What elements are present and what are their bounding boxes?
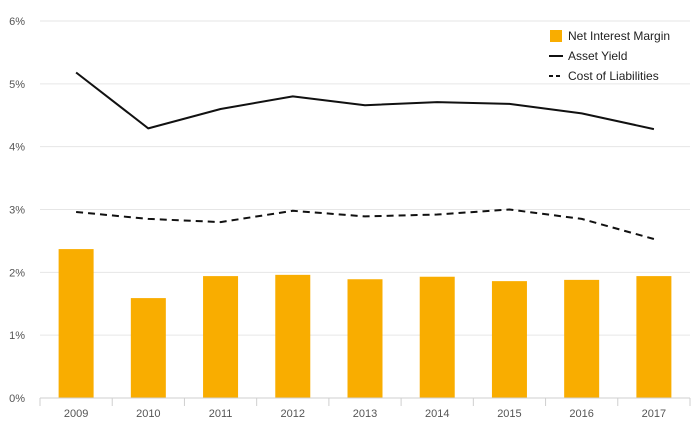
bar-series-net-interest-margin — [58, 249, 672, 398]
bar-2013 — [347, 279, 383, 398]
bar-2010 — [130, 298, 166, 398]
line-asset-yield — [75, 71, 655, 131]
y-tick-label: 6% — [9, 16, 25, 28]
x-tick-label: 2010 — [136, 408, 160, 420]
x-tick-label: 2009 — [64, 408, 88, 420]
y-tick-label: 1% — [9, 330, 25, 342]
legend: Net Interest Margin Asset Yield Cost of Li… — [549, 29, 670, 83]
x-tick-label: 2016 — [569, 408, 593, 420]
x-tick-label: 2014 — [425, 408, 449, 420]
y-tick-label: 0% — [9, 393, 25, 405]
bar-2015 — [491, 281, 527, 398]
line-series — [75, 71, 655, 240]
x-axis: 2009 2010 2011 2012 2013 2014 2015 2016 2017 — [39, 397, 691, 420]
legend-swatch — [550, 30, 562, 42]
y-tick-label: 3% — [9, 205, 25, 217]
bar-2017 — [636, 276, 672, 398]
line-cost-of-liabilities — [76, 208, 655, 240]
x-tick-label: 2012 — [281, 408, 305, 420]
y-tick-label: 4% — [9, 142, 25, 154]
legend-label: Asset Yield — [568, 49, 627, 63]
y-tick-label: 5% — [9, 79, 25, 91]
legend-item-asset-yield: Asset Yield — [549, 49, 627, 63]
legend-label: Net Interest Margin — [568, 29, 670, 43]
y-axis-labels: 0% 1% 2% 3% 4% 5% 6% — [9, 16, 25, 405]
y-tick-label: 2% — [9, 267, 25, 279]
x-tick-label: 2013 — [353, 408, 377, 420]
legend-item-cost-of-liabilities: Cost of Liabilities — [549, 69, 659, 83]
legend-label: Cost of Liabilities — [568, 69, 659, 83]
bar-2014 — [419, 276, 455, 398]
bar-2011 — [203, 276, 239, 398]
bar-2016 — [564, 279, 600, 398]
x-tick-label: 2011 — [209, 408, 233, 420]
x-tick-label: 2017 — [642, 408, 666, 420]
x-tick-label: 2015 — [497, 408, 521, 420]
bar-2012 — [275, 274, 311, 398]
legend-item-net-interest-margin: Net Interest Margin — [550, 29, 670, 43]
bar-2009 — [58, 249, 94, 398]
